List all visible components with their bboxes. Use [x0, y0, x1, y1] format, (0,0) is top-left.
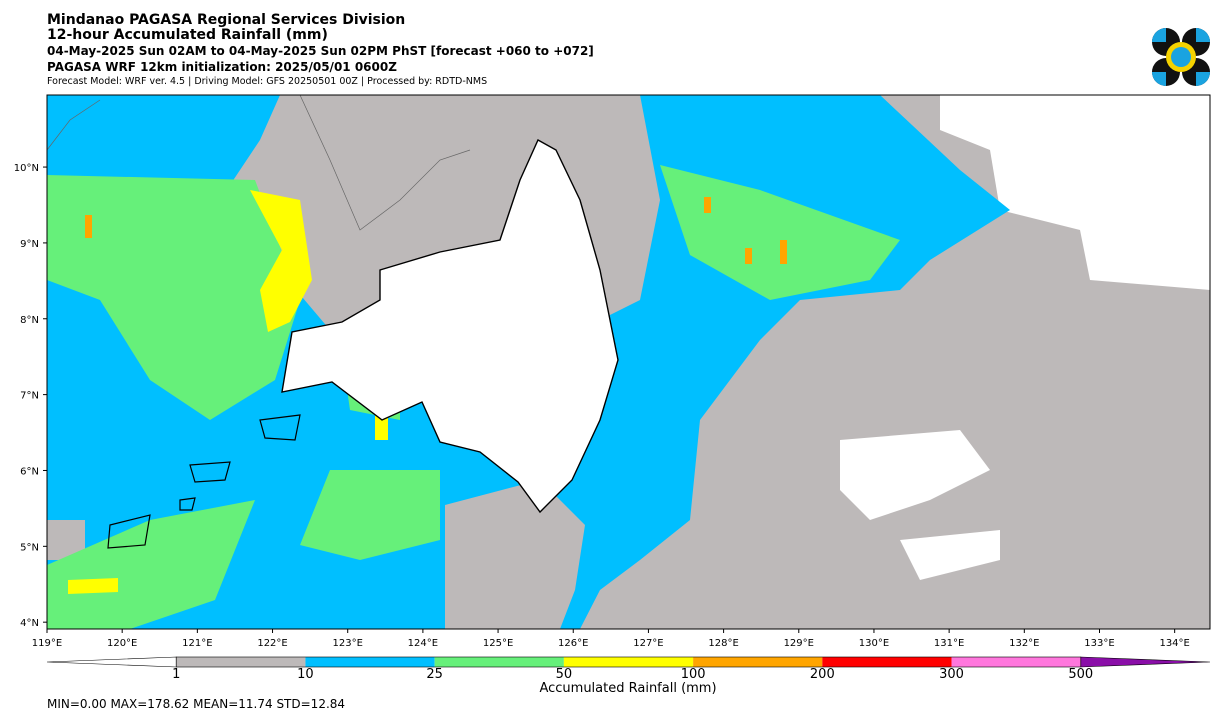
x-tick-label: 130°E — [859, 638, 889, 649]
colorbar-tick-label: 300 — [939, 667, 964, 682]
rain-area — [840, 95, 1210, 580]
colorbar-tick-label: 500 — [1068, 667, 1093, 682]
colorbar-label: Accumulated Rainfall (mm) — [539, 681, 716, 696]
land — [281, 139, 619, 514]
colorbar-bin — [693, 657, 823, 667]
island — [107, 414, 301, 549]
period: 04-May-2025 Sun 02AM to 04-May-2025 Sun … — [47, 44, 594, 58]
y-tick-label: 5°N — [20, 542, 39, 553]
x-tick-label: 122°E — [257, 638, 287, 649]
colorbar-bin — [563, 657, 694, 667]
stats: MIN=0.00 MAX=178.62 MEAN=11.74 STD=12.84 — [47, 697, 345, 711]
x-tick-label: 126°E — [558, 638, 588, 649]
y-tick-label: 9°N — [20, 239, 39, 250]
y-tick-label: 7°N — [20, 391, 39, 402]
map-frame — [46, 94, 1211, 630]
rain-area — [47, 480, 585, 629]
colorbar-bin — [822, 657, 952, 667]
x-tick-label: 121°E — [182, 638, 212, 649]
colorbar-tick-label: 25 — [426, 667, 443, 682]
x-tick-label: 119°E — [32, 638, 62, 649]
colorbar-bin — [951, 657, 1081, 667]
colorbar-bin — [176, 657, 306, 667]
model-info: Forecast Model: WRF ver. 4.5 | Driving M… — [47, 76, 487, 87]
y-tick-label: 4°N — [20, 618, 39, 629]
colorbar-bin — [434, 657, 564, 667]
y-tick-label: 6°N — [20, 466, 39, 477]
colorbar-tick-label: 50 — [556, 667, 573, 682]
x-tick-label: 127°E — [633, 638, 663, 649]
x-tick-label: 132°E — [1009, 638, 1039, 649]
x-tick-label: 125°E — [483, 638, 513, 649]
colorbar-tick-label: 10 — [297, 667, 314, 682]
colorbar-tick-label: 200 — [810, 667, 835, 682]
x-tick-label: 129°E — [784, 638, 814, 649]
map — [46, 94, 1211, 630]
title: Mindanao PAGASA Regional Services Divisi… — [47, 12, 405, 28]
colorbar-frame — [175, 656, 1082, 668]
x-tick-label: 123°E — [333, 638, 363, 649]
colorbar-extend-high — [1080, 656, 1211, 668]
subtitle: 12-hour Accumulated Rainfall (mm) — [47, 27, 328, 43]
x-tick-label: 134°E — [1159, 638, 1189, 649]
colorbar-bin — [305, 657, 435, 667]
x-tick-label: 133°E — [1084, 638, 1114, 649]
colorbar-tick-label: 100 — [681, 667, 706, 682]
rain-area — [47, 165, 900, 629]
initialization: PAGASA WRF 12km initialization: 2025/05/… — [47, 60, 397, 74]
y-tick-label: 10°N — [14, 163, 39, 174]
logo — [1152, 28, 1210, 86]
colorbar: 1 10 25 50 100 200 300 500 — [46, 656, 1211, 682]
x-tick-label: 128°E — [708, 638, 738, 649]
coastline — [46, 94, 471, 231]
axes: 119°E 120°E 121°E 122°E 123°E 124°E 125°E 126°E… — [14, 163, 1190, 649]
y-tick-label: 8°N — [20, 315, 39, 326]
x-tick-label: 124°E — [408, 638, 438, 649]
x-tick-label: 120°E — [107, 638, 137, 649]
colorbar-extend-low — [46, 656, 177, 668]
x-tick-label: 131°E — [934, 638, 964, 649]
colorbar-tick-label: 1 — [172, 667, 180, 682]
